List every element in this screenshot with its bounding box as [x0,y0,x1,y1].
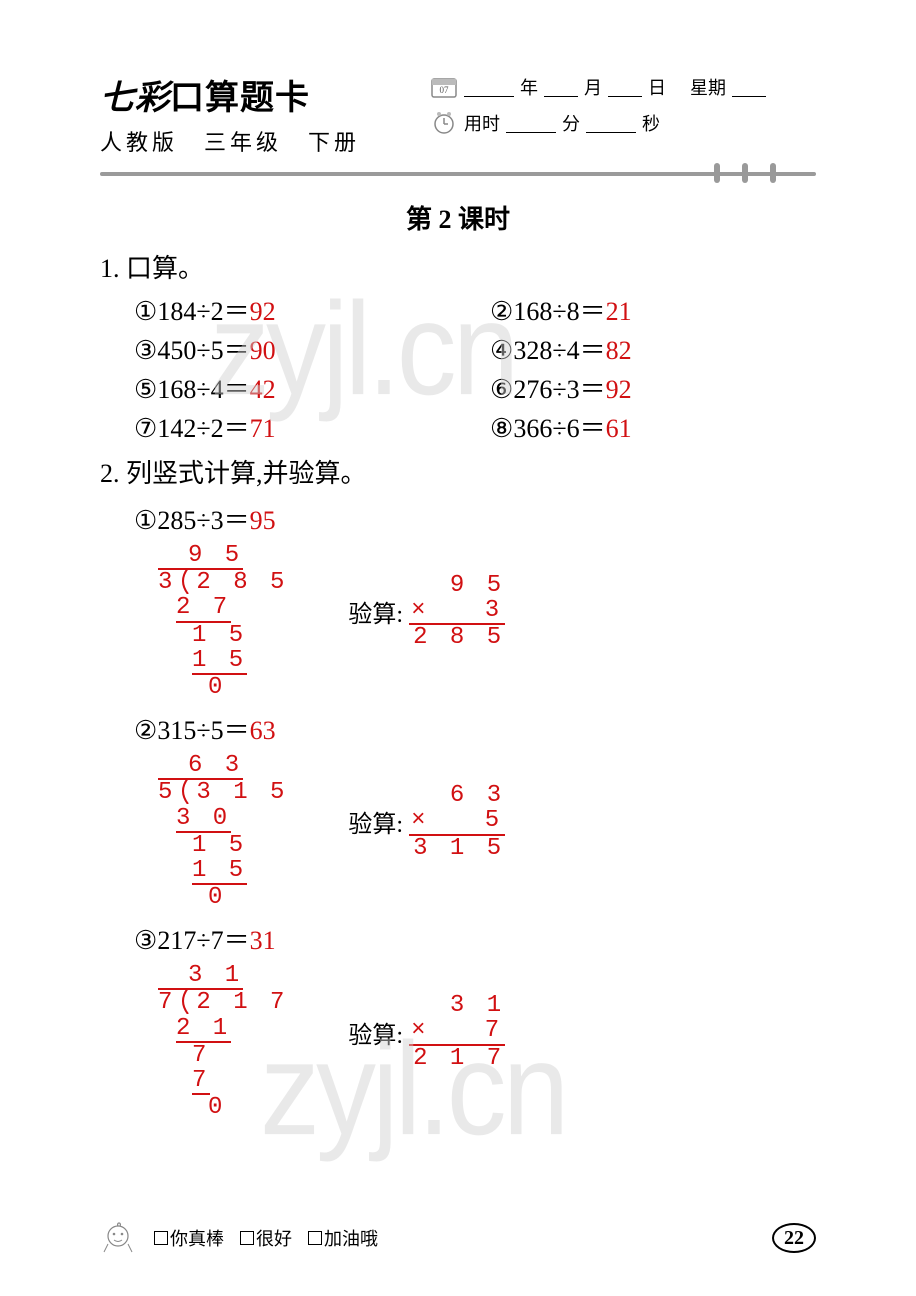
mental-grid: ①184÷2＝92 ②168÷8＝21 ③450÷5＝90 ④328÷4＝82 ⑤168… [100,291,816,445]
mental-item: ④328÷4＝82 [490,330,816,367]
problem-heading: ②315÷5＝63 [134,710,816,747]
month-label: 月 [584,74,602,100]
weekday-label: 星期 [690,74,726,100]
long-division: 9 532 8 52 71 51 50 [140,543,288,700]
title-rest: 口算题卡 [170,80,310,117]
mental-item: ⑧366÷6＝61 [490,408,816,445]
lesson-title: 第 2 课时 [100,199,816,236]
long-division: 6 353 1 53 01 51 50 [140,753,288,910]
svg-text:07: 07 [440,85,450,95]
second-label: 秒 [642,110,660,136]
rating-option[interactable]: 你真棒 [154,1225,224,1251]
problem-heading: ①285÷3＝95 [134,500,816,537]
weekday-blank[interactable] [732,77,766,97]
mental-item: ③450÷5＝90 [134,330,460,367]
mental-item: ⑥276÷3＝92 [490,369,816,406]
page: 七彩口算题卡 人教版 三年级 下册 07 年 月 日 [0,0,916,1160]
verify-block: 验算: 3 1× 72 1 7 [348,993,505,1071]
verify-label: 验算: [348,594,403,629]
mental-item: ①184÷2＝92 [134,291,460,328]
checkbox-icon[interactable] [308,1231,322,1245]
problem-block: ③217÷7＝31 3 172 1 72 1770 验算: 3 1× 72 1 7 [100,920,816,1120]
verify-label: 验算: [348,804,403,839]
rating-option[interactable]: 加油哦 [308,1225,378,1251]
second-blank[interactable] [586,113,636,133]
section2-heading: 2. 列竖式计算,并验算。 [100,453,816,490]
mental-item: ⑤168÷4＝42 [134,369,460,406]
footer-left: 你真棒很好加油哦 [100,1220,394,1256]
problems: ①285÷3＝95 9 532 8 52 71 51 50 验算: 9 5× 32 … [100,500,816,1120]
day-label: 日 [648,74,666,100]
time-line: 用时 分 秒 [430,110,816,136]
time-label: 用时 [464,110,500,136]
problem-block: ①285÷3＝95 9 532 8 52 71 51 50 验算: 9 5× 32 … [100,500,816,700]
section1-heading: 1. 口算。 [100,248,816,285]
checkbox-icon[interactable] [154,1231,168,1245]
problem-block: ②315÷5＝63 6 353 1 53 01 51 50 验算: 6 3× 53 … [100,710,816,910]
main-title: 七彩口算题卡 [100,70,420,119]
year-label: 年 [520,74,538,100]
title-block: 七彩口算题卡 人教版 三年级 下册 [100,70,420,157]
work-row: 3 172 1 72 1770 验算: 3 1× 72 1 7 [134,963,816,1120]
verify-block: 验算: 6 3× 53 1 5 [348,783,505,861]
header-fields: 07 年 月 日 星期 [430,70,816,146]
page-number: 22 [772,1223,816,1253]
divider [100,169,816,177]
minute-label: 分 [562,110,580,136]
clock-icon [430,111,458,135]
rating-option[interactable]: 很好 [240,1225,292,1251]
verify-label: 验算: [348,1015,403,1050]
footer: 你真棒很好加油哦 22 [100,1220,816,1256]
problem-heading: ③217÷7＝31 [134,920,816,957]
verify-block: 验算: 9 5× 32 8 5 [348,573,505,651]
checkbox-icon[interactable] [240,1231,254,1245]
month-blank[interactable] [544,77,578,97]
mental-item: ②168÷8＝21 [490,291,816,328]
header: 七彩口算题卡 人教版 三年级 下册 07 年 月 日 [100,70,816,157]
mental-item: ⑦142÷2＝71 [134,408,460,445]
work-row: 9 532 8 52 71 51 50 验算: 9 5× 32 8 5 [134,543,816,700]
subtitle: 人教版 三年级 下册 [100,125,420,157]
work-row: 6 353 1 53 01 51 50 验算: 6 3× 53 1 5 [134,753,816,910]
day-blank[interactable] [608,77,642,97]
minute-blank[interactable] [506,113,556,133]
mascot-icon [100,1220,136,1256]
calendar-icon: 07 [430,75,458,99]
title-prefix: 七彩 [100,80,170,117]
year-blank[interactable] [464,77,514,97]
date-line: 07 年 月 日 星期 [430,74,816,100]
long-division: 3 172 1 72 1770 [140,963,288,1120]
